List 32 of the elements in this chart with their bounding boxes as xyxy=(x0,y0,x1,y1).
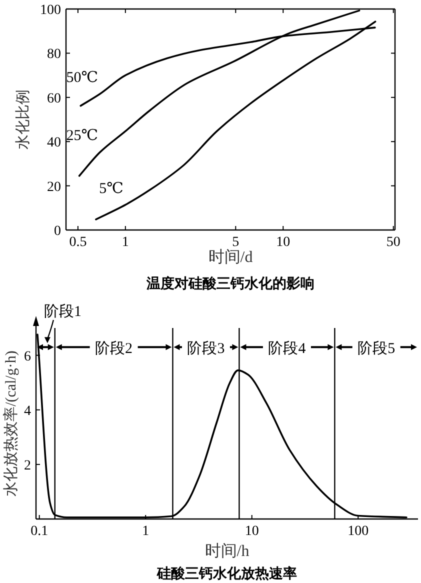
series-label: 25℃ xyxy=(66,128,98,144)
y-axis-title: 水化放热效率/(cal/g·h) xyxy=(2,350,20,496)
x-tick-label: 50 xyxy=(386,235,400,250)
x-tick-label: 10 xyxy=(244,524,259,539)
y-tick-label: 20 xyxy=(47,180,61,195)
y-tick-label: 40 xyxy=(47,136,61,151)
x-tick-label: 10 xyxy=(276,235,290,250)
annotation: 阶段3 xyxy=(187,340,225,358)
annotation: 阶段4 xyxy=(268,340,306,358)
series-label: 50℃ xyxy=(66,70,98,86)
x-tick-label: 100 xyxy=(348,524,369,539)
y-tick-label: 60 xyxy=(47,91,61,106)
y-tick-label: 4 xyxy=(24,404,31,419)
x-tick-label: 1 xyxy=(142,524,150,539)
x-tick-label: 0.1 xyxy=(30,524,48,539)
x-axis-title: 时间/h xyxy=(204,542,250,560)
x-axis-title: 时间/d xyxy=(208,248,253,266)
y-axis-title: 水化比例 xyxy=(14,90,32,150)
text: 温度对硅酸三钙水化的影响 xyxy=(146,275,314,292)
x-tick-label: 0.5 xyxy=(69,235,87,250)
y-tick-label: 6 xyxy=(24,349,31,364)
x-tick-label: 5 xyxy=(232,235,240,250)
annotation: 阶段5 xyxy=(358,340,396,358)
x-tick-label: 1 xyxy=(122,235,129,250)
text: 硅酸三钙水化放热速率 xyxy=(156,565,297,582)
annotation: 阶段2 xyxy=(95,340,133,358)
y-tick-label: 80 xyxy=(47,47,61,62)
text: 阶段1 xyxy=(44,303,82,320)
y-tick-label: 0 xyxy=(54,224,61,239)
series-label: 5℃ xyxy=(99,180,124,197)
y-tick-label: 2 xyxy=(24,458,31,474)
y-tick-label: 100 xyxy=(40,3,61,18)
